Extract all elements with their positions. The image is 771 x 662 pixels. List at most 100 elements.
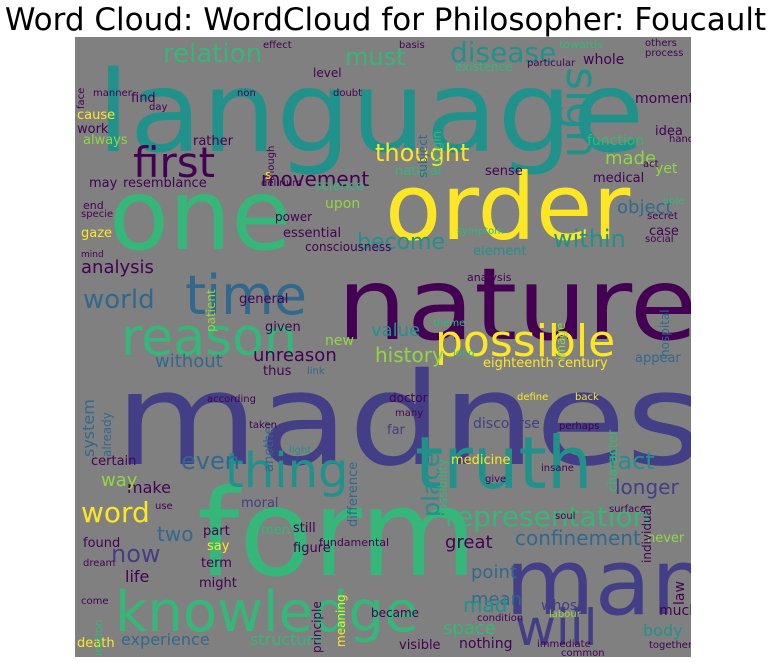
- word: others: [645, 38, 677, 49]
- word: consciousness: [305, 240, 392, 254]
- word: towards: [559, 38, 603, 51]
- word: moment: [635, 91, 691, 107]
- word: unreason: [253, 345, 337, 366]
- word: movement: [261, 167, 370, 191]
- word: come: [81, 596, 109, 607]
- word: will: [515, 599, 598, 657]
- word: one: [109, 159, 292, 273]
- word: symptom: [457, 226, 504, 237]
- word: much: [659, 603, 691, 619]
- word: essential: [283, 226, 342, 241]
- word: already: [100, 412, 114, 457]
- word: always: [83, 133, 128, 148]
- word: mean: [471, 589, 523, 610]
- word: back: [575, 392, 599, 403]
- word: may: [89, 176, 118, 191]
- word: new: [325, 333, 354, 349]
- word: world: [83, 285, 155, 315]
- word: appear: [635, 351, 681, 366]
- word: word: [81, 496, 150, 529]
- word: make: [127, 478, 171, 497]
- word: common: [561, 648, 605, 658]
- word: eighteenth century: [483, 356, 608, 371]
- word: became: [371, 606, 420, 620]
- word: mad: [463, 593, 508, 617]
- word: relation: [163, 39, 263, 69]
- word: still: [293, 521, 316, 536]
- word: whose: [541, 598, 586, 614]
- word: fundamental: [319, 536, 390, 549]
- word: theme: [433, 318, 466, 329]
- word: certain: [91, 454, 137, 469]
- word: representation: [445, 500, 651, 533]
- word: body: [643, 621, 683, 640]
- word: thus: [263, 364, 292, 379]
- word: great: [445, 532, 493, 553]
- word: must: [345, 43, 406, 71]
- word: act: [643, 159, 659, 170]
- word: link: [307, 366, 325, 377]
- word: two: [157, 522, 194, 546]
- word: man: [505, 529, 691, 636]
- word: sense: [485, 164, 523, 179]
- word: medical: [593, 171, 645, 186]
- word: structure: [250, 630, 323, 649]
- word: analysis: [467, 271, 512, 284]
- word: long: [453, 348, 475, 359]
- word: define: [517, 392, 549, 403]
- word: given: [265, 320, 301, 335]
- word: say: [207, 539, 230, 554]
- word: immediate: [537, 639, 591, 650]
- word: natural: [395, 164, 442, 179]
- word: perhaps: [559, 421, 600, 432]
- word: history: [375, 343, 444, 367]
- word: term: [201, 556, 232, 571]
- word: difference: [346, 461, 361, 527]
- word: longer: [615, 475, 679, 499]
- word: power: [275, 210, 313, 224]
- word: life: [125, 567, 150, 586]
- word: case: [649, 224, 679, 239]
- word: surface: [609, 504, 646, 515]
- page-title: Word Cloud: WordCloud for Philosopher: F…: [4, 2, 767, 38]
- word: gaze: [81, 226, 113, 241]
- word: value: [371, 320, 421, 341]
- word: taken: [249, 420, 277, 431]
- word: reason: [121, 308, 297, 368]
- word: disease: [450, 37, 557, 69]
- word: death: [77, 636, 115, 651]
- word: element: [473, 244, 527, 259]
- word: condition: [477, 613, 524, 624]
- word-cloud: madness language form nature one order m…: [75, 37, 691, 657]
- word: social: [645, 234, 674, 245]
- word: effect: [263, 40, 292, 51]
- word: system: [79, 399, 98, 457]
- word: particular: [527, 58, 576, 69]
- word: thing: [225, 443, 349, 499]
- word: madness: [115, 346, 691, 495]
- word: labour: [549, 609, 581, 620]
- word: cause: [77, 108, 116, 123]
- word: day: [149, 102, 168, 113]
- word: origin: [430, 130, 444, 165]
- word: never: [647, 531, 685, 546]
- word: thought: [375, 139, 470, 167]
- word: idea: [655, 124, 683, 139]
- word: order: [385, 154, 631, 261]
- word: made: [605, 148, 657, 169]
- word: specie: [81, 209, 114, 220]
- word: dream: [83, 558, 116, 569]
- word: soul: [555, 511, 576, 522]
- word: together: [649, 640, 691, 651]
- word: function: [587, 133, 645, 149]
- word: knowledge: [115, 580, 419, 645]
- word: truth: [415, 421, 593, 505]
- word: work: [77, 122, 109, 137]
- word: able: [663, 196, 685, 207]
- word: science: [315, 179, 364, 194]
- word: law: [672, 581, 688, 605]
- word: figure: [293, 541, 331, 556]
- word: use: [155, 501, 173, 512]
- word: analysis: [81, 257, 154, 278]
- word: become: [357, 230, 446, 255]
